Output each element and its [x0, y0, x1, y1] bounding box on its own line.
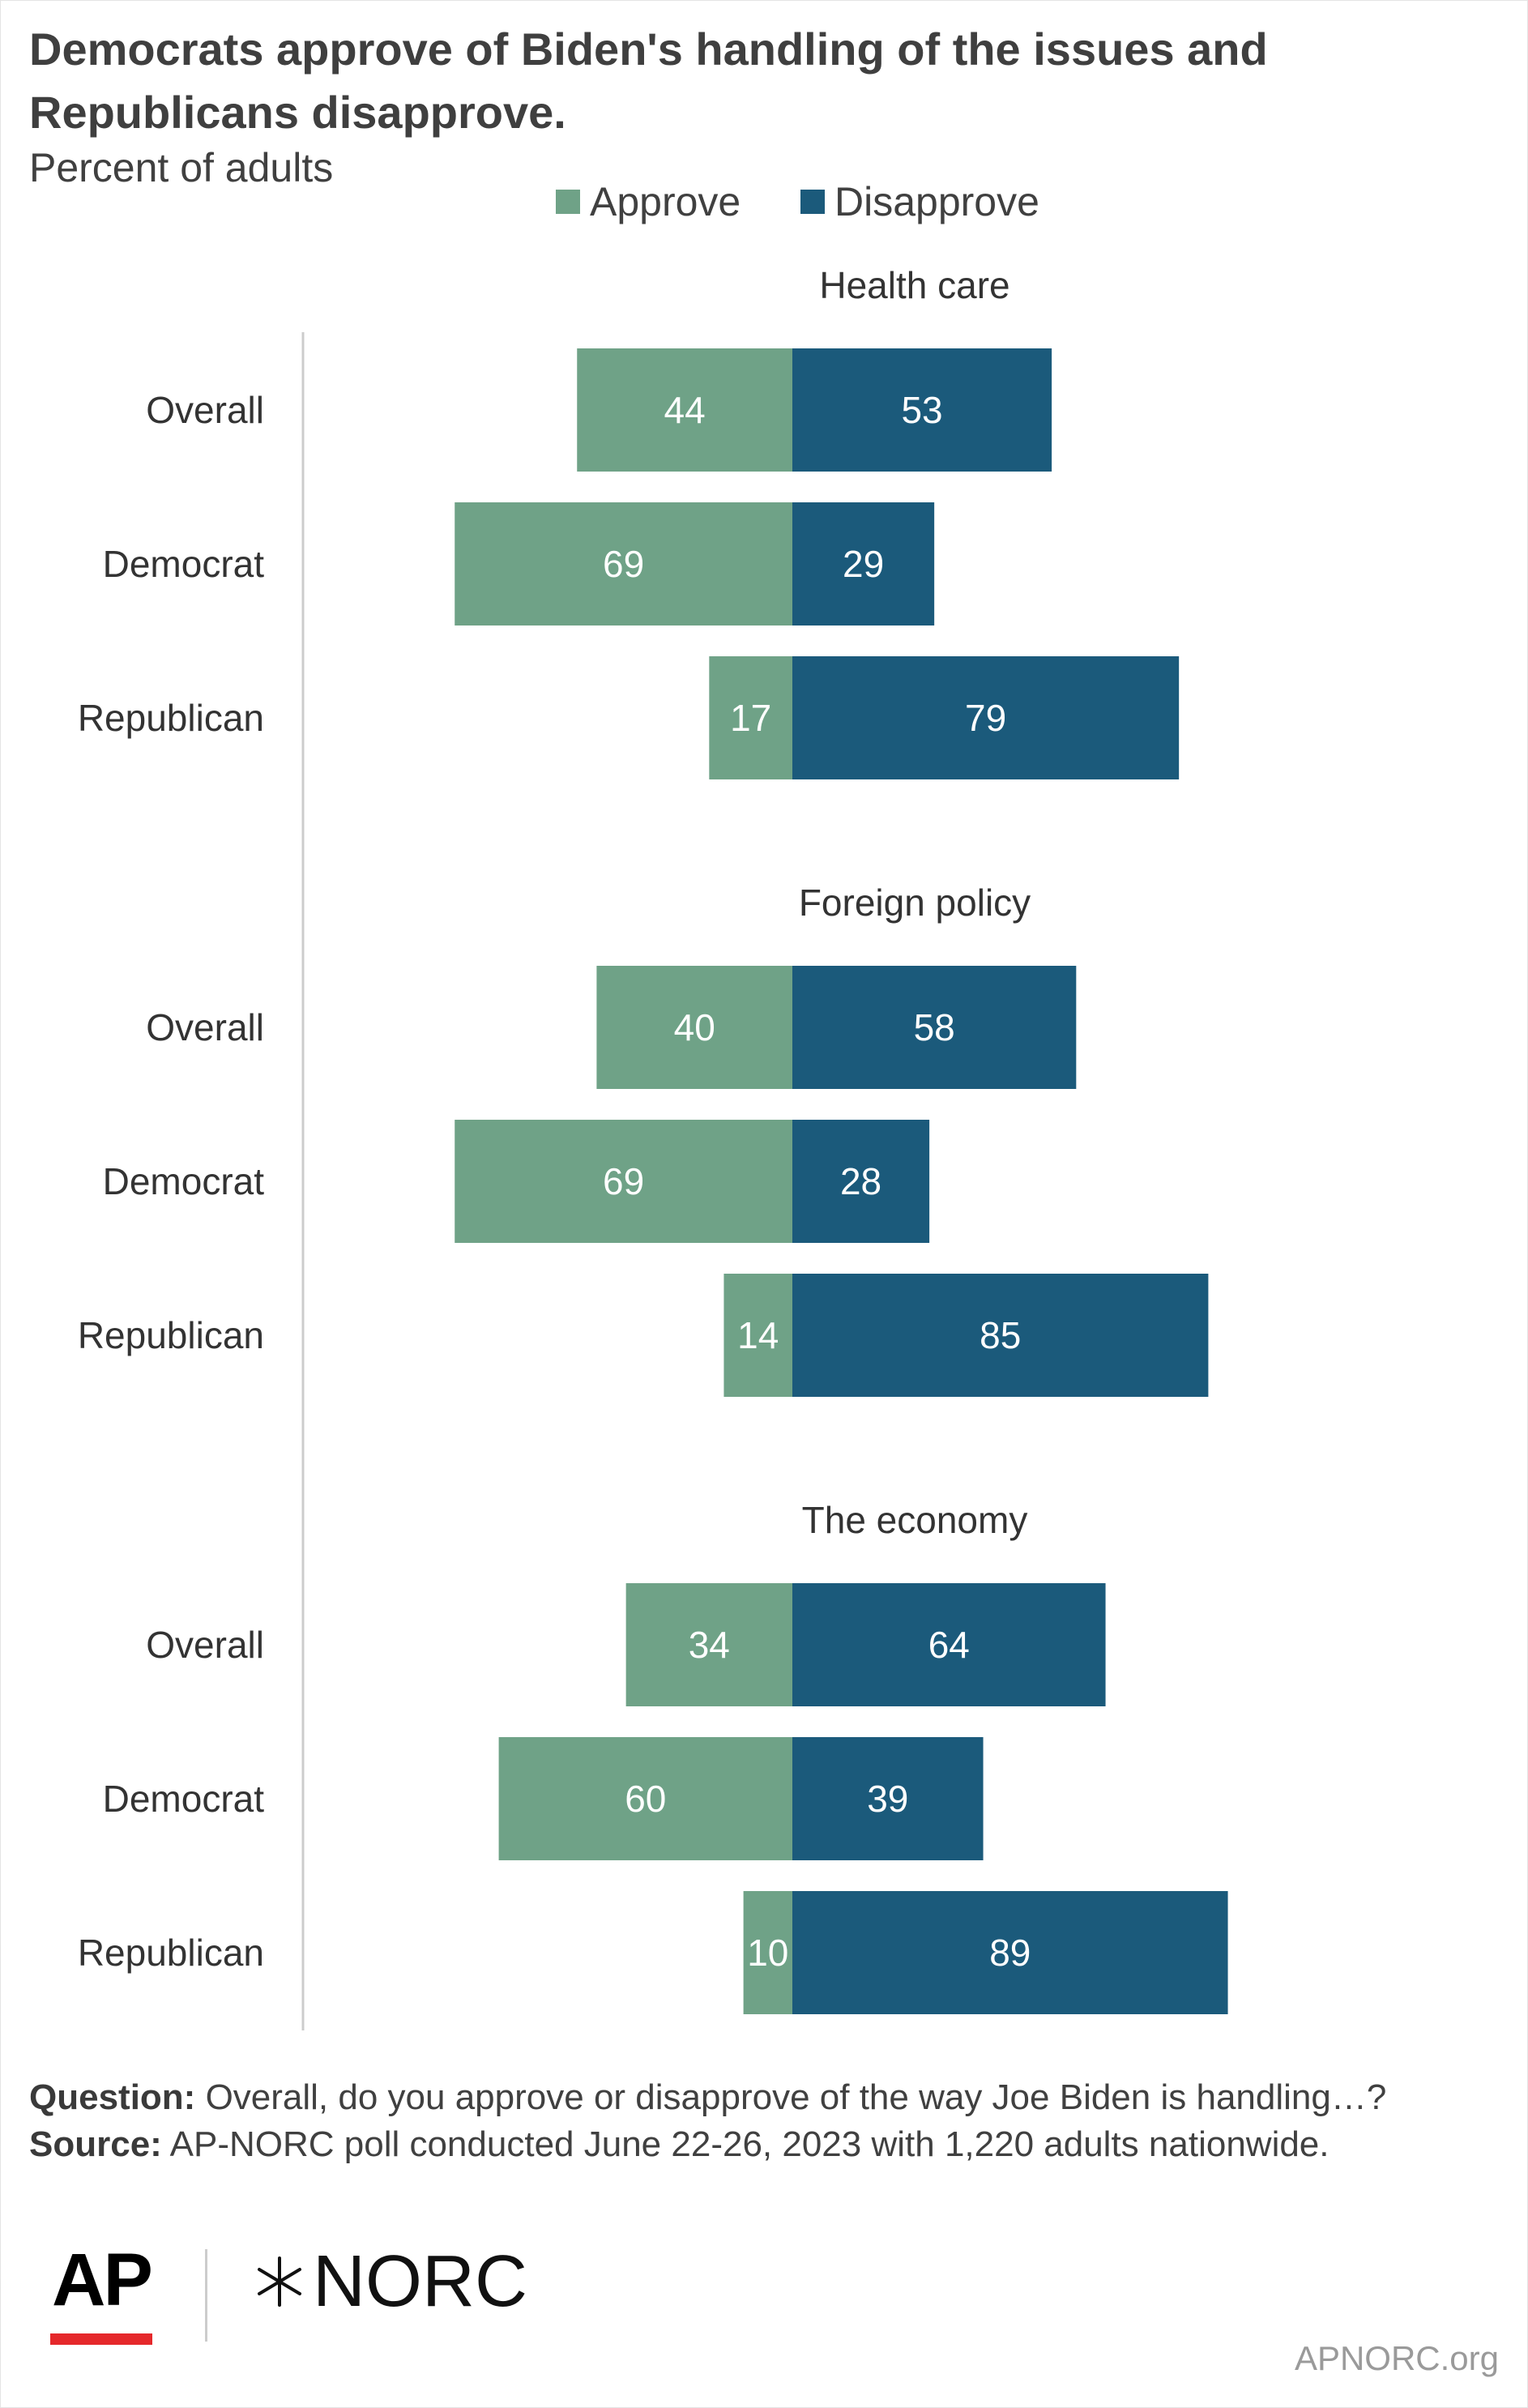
approve-bar [596, 966, 792, 1089]
category-label: Overall [146, 1006, 264, 1048]
norc-star-icon [258, 2256, 301, 2307]
source-text: AP-NORC poll conducted June 22-26, 2023 … [169, 2124, 1330, 2164]
disapprove-bar [792, 1120, 930, 1243]
approve-bar [577, 348, 792, 472]
disapprove-bar [792, 502, 935, 625]
approve-bar [625, 1583, 792, 1706]
disapprove-value-label: 29 [843, 543, 884, 585]
category-label: Democrat [103, 1778, 265, 1820]
site-url: APNORC.org [1294, 2339, 1499, 2377]
footnote: Question: Overall, do you approve or dis… [29, 2074, 1504, 2168]
disapprove-bar [792, 348, 1052, 472]
norc-logo: NORC [251, 2241, 527, 2322]
approve-bar [723, 1274, 792, 1397]
disapprove-value-label: 58 [914, 1006, 955, 1048]
legend-label-approve: Approve [590, 179, 741, 224]
question-label: Question: [29, 2077, 196, 2117]
disapprove-bar [792, 1737, 984, 1860]
disapprove-bar [792, 1891, 1228, 2014]
norc-logo-text: NORC [313, 2241, 527, 2322]
chart-subtitle: Percent of adults [29, 145, 334, 190]
approve-bar [455, 502, 792, 625]
disapprove-bar [792, 966, 1077, 1089]
source-label: Source: [29, 2124, 162, 2164]
legend: Approve Disapprove [0, 178, 1528, 232]
approve-value-label: 14 [737, 1314, 779, 1356]
category-label: Democrat [103, 543, 265, 585]
group-label: Foreign policy [799, 882, 1031, 924]
approve-value-label: 44 [664, 389, 706, 431]
approve-value-label: 60 [625, 1778, 666, 1820]
ap-logo: AP [52, 2239, 153, 2321]
category-label: Republican [78, 1932, 264, 1974]
disapprove-value-label: 64 [928, 1624, 970, 1666]
group-label: Health care [819, 264, 1009, 306]
approve-value-label: 40 [674, 1006, 715, 1048]
group-label: The economy [802, 1499, 1028, 1541]
approve-value-label: 34 [689, 1624, 730, 1666]
disapprove-bar [792, 1583, 1106, 1706]
approve-value-label: 10 [747, 1932, 788, 1974]
legend-item-approve: Approve [556, 178, 741, 225]
disapprove-bar [792, 1274, 1209, 1397]
disapprove-value-label: 85 [980, 1314, 1021, 1356]
disapprove-value-label: 39 [867, 1778, 908, 1820]
legend-label-disapprove: Disapprove [834, 179, 1039, 224]
approve-bar [709, 656, 792, 779]
disapprove-value-label: 89 [989, 1932, 1031, 1974]
category-label: Overall [146, 389, 264, 431]
approve-bar [498, 1737, 792, 1860]
legend-swatch-disapprove [800, 190, 825, 214]
approve-bar [455, 1120, 792, 1243]
category-label: Democrat [103, 1160, 265, 1202]
category-label: Republican [78, 1314, 264, 1356]
source-note: Source: AP-NORC poll conducted June 22-2… [29, 2121, 1504, 2168]
disapprove-value-label: 28 [840, 1160, 881, 1202]
approve-bar [743, 1891, 792, 2014]
chart-title: Democrats approve of Biden's handling of… [29, 23, 1268, 138]
approve-value-label: 69 [603, 543, 644, 585]
logo-divider [205, 2249, 207, 2342]
legend-item-disapprove: Disapprove [800, 178, 1039, 225]
question-note: Question: Overall, do you approve or dis… [29, 2074, 1504, 2121]
legend-swatch-approve [556, 190, 580, 214]
question-text: Overall, do you approve or disapprove of… [205, 2077, 1387, 2117]
approve-value-label: 17 [730, 697, 771, 739]
approve-value-label: 69 [603, 1160, 644, 1202]
disapprove-value-label: 79 [965, 697, 1006, 739]
category-label: Republican [78, 697, 264, 739]
disapprove-value-label: 53 [901, 389, 942, 431]
category-label: Overall [146, 1624, 264, 1666]
disapprove-bar [792, 656, 1180, 779]
ap-logo-underline [50, 2333, 152, 2345]
